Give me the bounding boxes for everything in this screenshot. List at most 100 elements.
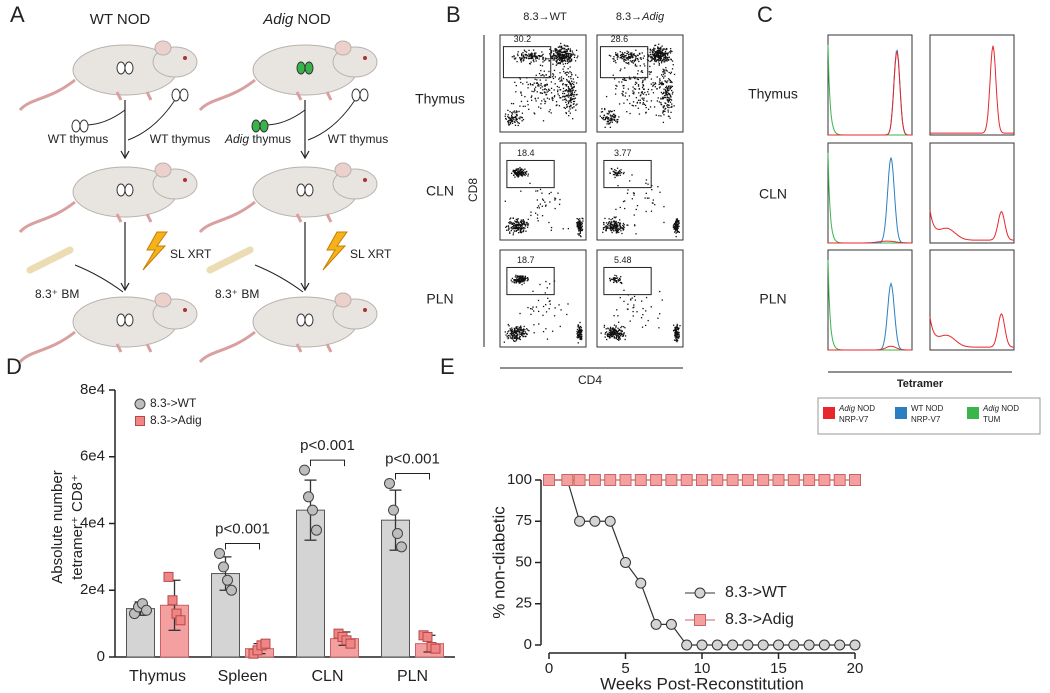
event-dot [543,75,545,77]
event-dot [601,116,603,119]
mouse-eye [183,178,187,182]
arrow-label: 8.3⁺ BM [215,287,259,301]
event-dot [659,78,661,80]
event-dot [563,50,565,53]
event-dot [610,218,612,221]
event-dot [545,304,547,306]
event-dot [664,75,666,77]
event-dot [620,230,622,232]
event-dot [667,106,669,108]
event-dot [518,171,520,173]
event-dot [511,116,514,118]
event-dot [645,111,647,113]
event-dot [619,174,621,176]
event-dot [635,55,637,57]
event-dot [604,332,607,334]
event-dot [504,113,507,115]
event-dot [580,337,583,339]
event-dot [635,49,637,51]
event-dot [665,102,667,105]
mouse-leg [115,213,123,223]
gate-value: 18.7 [517,255,535,265]
event-dot [560,78,563,80]
event-dot [520,100,523,103]
event-dot [524,95,526,98]
event-dot [523,220,525,222]
significance-label: p<0.001 [300,437,355,454]
event-dot [518,334,520,336]
event-dot [629,180,631,182]
event-dot [634,63,637,65]
event-dot [513,110,516,112]
event-dot [670,71,673,73]
event-dot [643,103,646,105]
event-dot [538,323,540,325]
event-dot [514,228,516,230]
event-dot [538,310,540,313]
event-dot [563,51,565,54]
event-dot [564,51,566,54]
event-dot [526,221,528,224]
event-dot [646,197,649,199]
event-dot [569,112,572,114]
event-dot [670,95,672,98]
event-dot [509,328,511,330]
event-dot [544,100,547,103]
event-dot [651,58,654,60]
event-dot [520,329,522,332]
event-dot [512,227,515,230]
event-dot [515,225,518,227]
event-dot [512,103,515,105]
mouse-ear [334,40,352,56]
event-dot [608,119,611,121]
bone [206,246,254,274]
event-dot [573,106,575,108]
event-dot [608,329,611,331]
event-dot [654,59,656,62]
event-dot [541,86,543,88]
event-dot [658,101,661,103]
event-dot [531,53,533,56]
event-dot [564,60,567,62]
event-dot [667,89,669,92]
event-dot [518,227,520,229]
histogram-frame [827,142,913,244]
event-dot [662,107,665,109]
flow-plot-frame [499,142,587,241]
event-dot [642,57,645,59]
event-dot [622,85,624,87]
event-dot [675,227,677,230]
event-dot [559,57,561,59]
event-dot [613,337,616,339]
event-dot [660,53,663,55]
event-dot [659,79,661,82]
event-dot [568,52,570,55]
event-dot [566,54,568,56]
event-dot [521,276,523,278]
event-dot [511,281,513,283]
event-dot [560,49,562,51]
event-dot [536,214,539,216]
event-dot [617,174,619,176]
event-dot [623,332,625,334]
event-dot [509,121,512,124]
event-dot [631,54,633,56]
event-dot [576,217,578,220]
event-dot [616,309,618,311]
thymus-graft [171,88,181,102]
event-dot [617,279,619,281]
event-dot [616,230,618,232]
event-dot [560,79,562,82]
event-dot [567,102,570,105]
event-dot [674,331,676,334]
event-dot [548,89,551,91]
event-dot [556,54,558,56]
gate-value: 3.77 [614,148,632,158]
event-dot [603,222,605,224]
event-dot [511,120,514,123]
event-dot [553,53,555,55]
title-italic: Adig [262,11,294,28]
event-dot [662,111,664,113]
event-dot [575,82,578,84]
event-dot [511,119,513,121]
